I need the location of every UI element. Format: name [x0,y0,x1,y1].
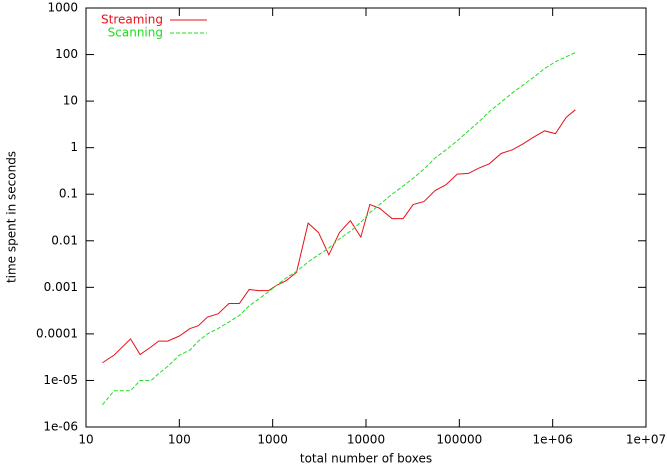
x-tick-label: 1000 [257,433,288,447]
y-tick-label: 1e-06 [43,420,78,434]
x-tick-label: 1e+06 [532,433,572,447]
legend-label: Scanning [108,26,163,40]
y-tick-label: 0.001 [44,280,78,294]
x-tick-label: 10 [78,433,93,447]
y-tick-label: 0.01 [51,233,78,247]
series-line [102,52,576,406]
y-tick-label: 0.1 [59,187,78,201]
x-tick-label: 100000 [436,433,482,447]
y-tick-label: 1000 [47,1,78,15]
x-tick-label: 100 [168,433,191,447]
y-tick-label: 1e-05 [43,373,78,387]
series-line [102,109,576,364]
y-tick-label: 0.0001 [36,326,78,340]
y-tick-label: 1 [70,140,78,154]
legend-label: Streaming [101,13,163,27]
x-axis-label: total number of boxes [300,452,432,466]
y-axis-label: time spent in seconds [5,151,19,283]
y-tick-label: 100 [55,47,78,61]
x-tick-label: 10000 [347,433,385,447]
x-tick-label: 1e+07 [626,433,666,447]
y-tick-label: 10 [63,94,78,108]
